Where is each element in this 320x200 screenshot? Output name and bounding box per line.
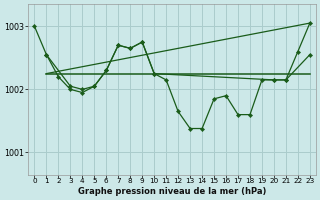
X-axis label: Graphe pression niveau de la mer (hPa): Graphe pression niveau de la mer (hPa) bbox=[78, 187, 266, 196]
